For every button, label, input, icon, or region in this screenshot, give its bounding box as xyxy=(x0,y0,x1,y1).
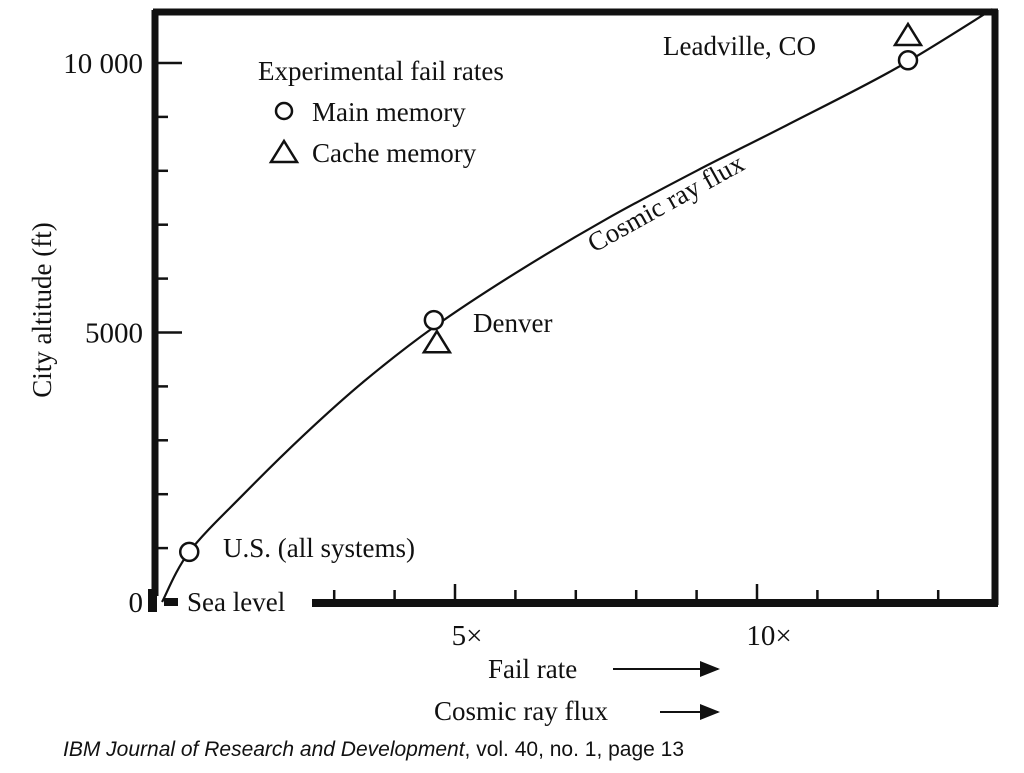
legend: Experimental fail rates Main memory Cach… xyxy=(258,56,504,168)
x-axis-label-cosmic-ray-flux: Cosmic ray flux xyxy=(434,696,608,726)
main-memory-point xyxy=(423,309,445,331)
legend-circle-icon xyxy=(274,101,294,121)
y-tick-label: 10 000 xyxy=(63,48,143,80)
annotation-us: U.S. (all systems) xyxy=(223,533,415,563)
y-tick-label: 0 xyxy=(129,587,144,619)
sea-level-marker-right xyxy=(164,598,178,606)
annotation-leadville: Leadville, CO xyxy=(663,31,816,61)
cache-memory-point xyxy=(892,21,924,47)
x-tick-label: 5× xyxy=(452,620,483,652)
cache-memory-point xyxy=(421,328,453,354)
x-tick-label: 10× xyxy=(746,620,791,652)
source-caption: IBM Journal of Research and Development,… xyxy=(63,738,684,762)
main-memory-point xyxy=(178,541,200,563)
y-tick-label: 5000 xyxy=(85,318,143,350)
y-axis-label: City altitude (ft) xyxy=(27,222,57,397)
legend-triangle-icon xyxy=(268,138,300,164)
caption-journal: IBM Journal of Research and Development xyxy=(63,738,465,761)
annotation-denver: Denver xyxy=(473,308,552,338)
legend-entry-cache-memory: Cache memory xyxy=(312,138,477,168)
legend-title: Experimental fail rates xyxy=(258,56,504,86)
caption-details: , vol. 40, no. 1, page 13 xyxy=(464,738,685,761)
cosmic-ray-flux-curve xyxy=(161,8,994,603)
plot-frame xyxy=(148,8,999,612)
curve-label: Cosmic ray flux xyxy=(582,147,749,258)
main-memory-point xyxy=(897,50,919,71)
x-axis-label-fail-rate: Fail rate xyxy=(488,654,577,684)
sea-level-marker-left xyxy=(148,589,157,612)
legend-entry-main-memory: Main memory xyxy=(312,97,466,127)
annotation-sea-level: Sea level xyxy=(187,587,285,617)
